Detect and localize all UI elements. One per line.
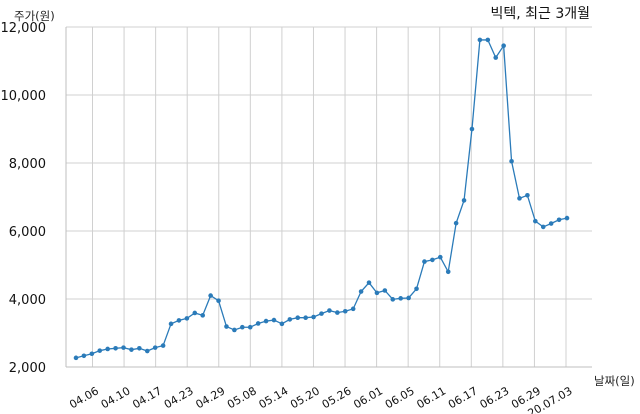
data-point xyxy=(382,288,388,293)
x-tick-label: 06.17 xyxy=(446,384,480,411)
x-axis-label: 날짜(일) xyxy=(594,374,635,388)
data-point xyxy=(113,346,118,351)
x-tick-label: 06.01 xyxy=(351,384,385,411)
data-point xyxy=(319,311,324,316)
series-line xyxy=(75,39,568,359)
data-point xyxy=(176,318,182,323)
data-point xyxy=(240,324,245,330)
data-point xyxy=(287,317,293,322)
data-point xyxy=(81,353,87,359)
data-point xyxy=(517,196,522,201)
data-point xyxy=(398,296,403,301)
x-tick-label: 04.17 xyxy=(130,384,164,411)
data-point xyxy=(327,308,332,313)
y-tick-label: 2,000 xyxy=(9,361,46,376)
data-point xyxy=(89,351,95,357)
data-point xyxy=(247,324,253,330)
data-point xyxy=(445,269,451,275)
data-point xyxy=(279,321,285,327)
x-tick-label: 04.29 xyxy=(193,384,227,411)
data-point xyxy=(342,308,348,314)
x-tick-label: 05.08 xyxy=(225,384,259,411)
x-tick-label: 05.26 xyxy=(320,384,354,411)
y-tick-label: 4,000 xyxy=(9,293,46,308)
data-point xyxy=(184,316,190,321)
data-point xyxy=(200,313,206,318)
data-point xyxy=(303,315,308,321)
data-point xyxy=(390,297,396,302)
data-point xyxy=(73,355,79,361)
data-point xyxy=(121,345,126,350)
data-point xyxy=(358,289,364,294)
data-point xyxy=(216,298,221,304)
data-point xyxy=(366,280,372,285)
data-point xyxy=(533,218,538,224)
data-point xyxy=(335,310,340,315)
data-point xyxy=(556,217,562,223)
data-point xyxy=(224,324,229,329)
data-point xyxy=(311,314,316,320)
data-point xyxy=(477,37,483,43)
x-tick-label: 05.20 xyxy=(288,384,322,411)
x-tick-label: 06.23 xyxy=(478,384,512,411)
grid xyxy=(65,26,592,368)
data-point xyxy=(437,254,443,260)
y-axis: 2,000 4,000 6,000 8,000 10,000 12,000 xyxy=(1,21,47,376)
data-point xyxy=(485,37,491,43)
data-point xyxy=(525,193,530,198)
series-points xyxy=(73,37,570,361)
data-point xyxy=(461,198,467,203)
data-point xyxy=(208,293,213,298)
data-point xyxy=(509,159,514,164)
data-point xyxy=(540,224,546,230)
data-point xyxy=(168,321,174,327)
data-point xyxy=(406,295,411,301)
data-point xyxy=(129,347,134,352)
data-point xyxy=(295,315,301,321)
data-point xyxy=(144,348,150,354)
data-point xyxy=(501,43,506,48)
data-point xyxy=(255,321,261,326)
y-tick-label: 6,000 xyxy=(9,225,46,240)
data-point xyxy=(192,310,198,316)
chart-title: 빅텍, 최근 3개월 xyxy=(490,6,590,22)
data-point xyxy=(564,215,570,221)
x-tick-label: 05.14 xyxy=(257,384,291,411)
data-point xyxy=(271,317,277,323)
data-point xyxy=(430,257,435,263)
x-axis: 04.0604.1004.1704.2304.2905.0805.1405.20… xyxy=(67,384,574,414)
data-point xyxy=(469,126,475,132)
data-point xyxy=(350,306,356,312)
data-point xyxy=(548,221,554,226)
x-tick-label: 04.10 xyxy=(99,384,133,411)
data-point xyxy=(493,55,499,60)
data-point xyxy=(105,346,110,352)
x-tick-label: 06.11 xyxy=(414,384,448,411)
y-axis-label: 주가(원) xyxy=(14,9,55,23)
data-point xyxy=(422,259,427,264)
data-point xyxy=(453,220,459,226)
data-point xyxy=(263,318,269,324)
y-tick-label: 8,000 xyxy=(9,157,46,172)
x-tick-label: 06.05 xyxy=(383,384,417,411)
x-tick-label: 04.23 xyxy=(162,384,196,411)
data-point xyxy=(137,346,142,351)
data-point xyxy=(152,345,158,350)
data-point xyxy=(374,290,380,296)
data-point xyxy=(414,286,419,292)
data-point xyxy=(232,327,237,333)
data-point xyxy=(160,343,166,348)
data-point xyxy=(97,348,103,353)
y-tick-label: 12,000 xyxy=(1,21,47,36)
x-tick-label: 04.06 xyxy=(67,384,101,411)
y-tick-label: 10,000 xyxy=(1,89,47,104)
